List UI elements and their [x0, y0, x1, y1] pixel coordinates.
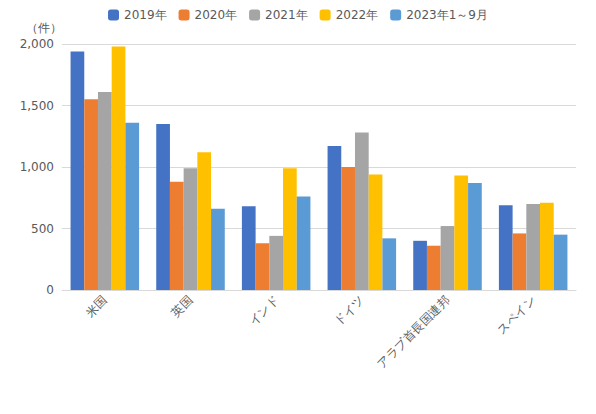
svg-text:500: 500	[31, 222, 54, 236]
svg-text:2020年: 2020年	[195, 8, 238, 22]
svg-text:2019年: 2019年	[124, 8, 167, 22]
svg-text:2,000: 2,000	[20, 37, 54, 51]
svg-text:0: 0	[46, 283, 54, 297]
svg-text:アラブ首長国連邦: アラブ首長国連邦	[375, 293, 453, 371]
svg-text:インド: インド	[246, 293, 281, 328]
svg-text:1,500: 1,500	[20, 99, 54, 113]
svg-text:米国: 米国	[83, 293, 110, 320]
svg-text:2022年: 2022年	[336, 8, 379, 22]
svg-text:（件）: （件）	[26, 21, 62, 35]
svg-text:2023年1～9月: 2023年1～9月	[406, 8, 488, 22]
svg-text:1,000: 1,000	[20, 160, 54, 174]
svg-text:ドイツ: ドイツ	[331, 293, 366, 328]
svg-text:2021年: 2021年	[265, 8, 308, 22]
svg-text:スペイン: スペイン	[494, 293, 538, 337]
svg-text:英国: 英国	[169, 293, 196, 320]
